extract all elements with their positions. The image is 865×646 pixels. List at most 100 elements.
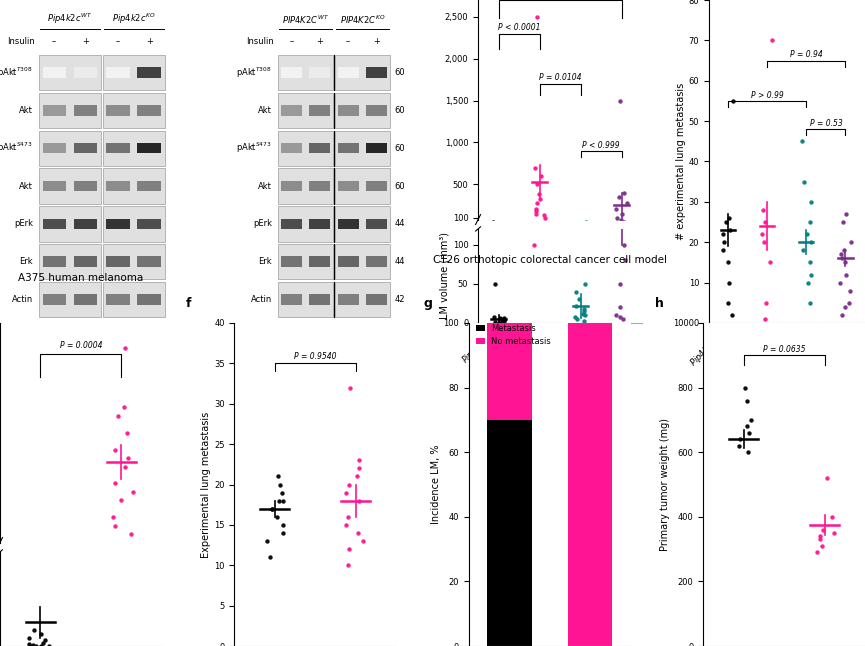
Bar xyxy=(39,282,101,317)
Point xyxy=(125,14,138,24)
Bar xyxy=(281,295,302,305)
Bar xyxy=(278,244,333,279)
Point xyxy=(351,528,365,538)
Point xyxy=(276,495,290,506)
Point xyxy=(721,257,734,267)
Bar xyxy=(281,256,302,267)
Bar xyxy=(335,55,390,90)
Text: 60: 60 xyxy=(394,143,405,152)
Point xyxy=(34,578,48,589)
Bar xyxy=(309,295,330,305)
Point xyxy=(815,541,829,551)
Text: 44: 44 xyxy=(394,257,405,266)
Text: $PIP4K2C^{KO}$: $PIP4K2C^{KO}$ xyxy=(340,14,385,26)
Text: 60: 60 xyxy=(394,106,405,115)
Point xyxy=(530,179,544,189)
Point xyxy=(716,229,730,239)
Point xyxy=(22,640,36,646)
Text: g: g xyxy=(424,297,432,310)
Point xyxy=(618,255,631,266)
Bar xyxy=(138,295,161,305)
Point xyxy=(106,406,120,416)
Bar xyxy=(338,256,359,267)
Point xyxy=(108,478,122,488)
Text: –: – xyxy=(346,37,350,47)
Point xyxy=(29,579,42,590)
Point xyxy=(493,313,507,324)
Point xyxy=(803,217,817,227)
Point xyxy=(618,220,632,231)
Bar xyxy=(338,67,359,78)
Point xyxy=(577,220,591,231)
Point xyxy=(492,318,506,328)
Point xyxy=(576,308,590,318)
Point xyxy=(570,220,584,231)
Bar xyxy=(138,105,161,116)
Point xyxy=(801,278,815,288)
Point xyxy=(497,221,511,231)
Point xyxy=(265,504,279,514)
Point xyxy=(497,314,510,324)
Point xyxy=(30,579,44,590)
Point xyxy=(531,200,545,211)
Bar xyxy=(138,181,161,191)
Bar xyxy=(366,143,387,154)
Bar xyxy=(568,323,612,646)
Point xyxy=(837,302,851,312)
Bar xyxy=(366,105,387,116)
Bar xyxy=(103,206,164,242)
Point xyxy=(121,453,135,463)
Y-axis label: Primary tumor weight (mg): Primary tumor weight (mg) xyxy=(660,418,670,551)
Point xyxy=(529,209,543,219)
Bar xyxy=(309,181,330,191)
Point xyxy=(741,428,755,438)
Bar xyxy=(335,130,390,166)
Point xyxy=(804,196,818,207)
Bar xyxy=(338,295,359,305)
Point xyxy=(820,473,834,483)
Point xyxy=(756,229,770,239)
Point xyxy=(530,12,544,22)
Point xyxy=(574,220,588,231)
Point xyxy=(535,171,548,181)
Point xyxy=(28,579,42,590)
Bar xyxy=(106,105,130,116)
Point xyxy=(493,221,507,231)
Point xyxy=(721,298,735,308)
Point xyxy=(22,561,36,571)
Point xyxy=(488,317,502,328)
Text: Akt: Akt xyxy=(19,182,33,191)
Text: P = 0.0004: P = 0.0004 xyxy=(60,341,102,349)
Point xyxy=(827,528,841,538)
Bar xyxy=(138,67,161,78)
Y-axis label: Incidence LM, %: Incidence LM, % xyxy=(431,444,440,525)
Text: P > 0.99: P > 0.99 xyxy=(751,90,784,99)
Point xyxy=(833,278,847,288)
Bar xyxy=(278,169,333,203)
Point xyxy=(353,463,367,474)
Point xyxy=(530,216,544,226)
Point xyxy=(579,278,593,289)
Point xyxy=(114,495,128,505)
Point xyxy=(610,98,624,109)
Point xyxy=(111,411,125,421)
Point xyxy=(106,512,119,523)
Point xyxy=(29,579,42,589)
Point xyxy=(22,579,36,589)
Point xyxy=(617,314,631,324)
Point xyxy=(744,415,758,425)
Text: $PIP4K2C^{WT}$: $PIP4K2C^{WT}$ xyxy=(282,14,329,26)
Text: f: f xyxy=(186,297,191,310)
Point xyxy=(530,198,544,208)
Point xyxy=(529,204,542,214)
Point xyxy=(843,286,856,296)
Point xyxy=(725,309,739,320)
Bar xyxy=(42,143,66,154)
Text: Actin: Actin xyxy=(251,295,272,304)
Bar xyxy=(281,67,302,78)
Point xyxy=(839,209,853,219)
Point xyxy=(575,220,589,230)
Text: CT26 orthotopic colorectal cancer cell model: CT26 orthotopic colorectal cancer cell m… xyxy=(432,255,667,265)
Point xyxy=(125,529,138,539)
Text: –: – xyxy=(52,37,56,47)
